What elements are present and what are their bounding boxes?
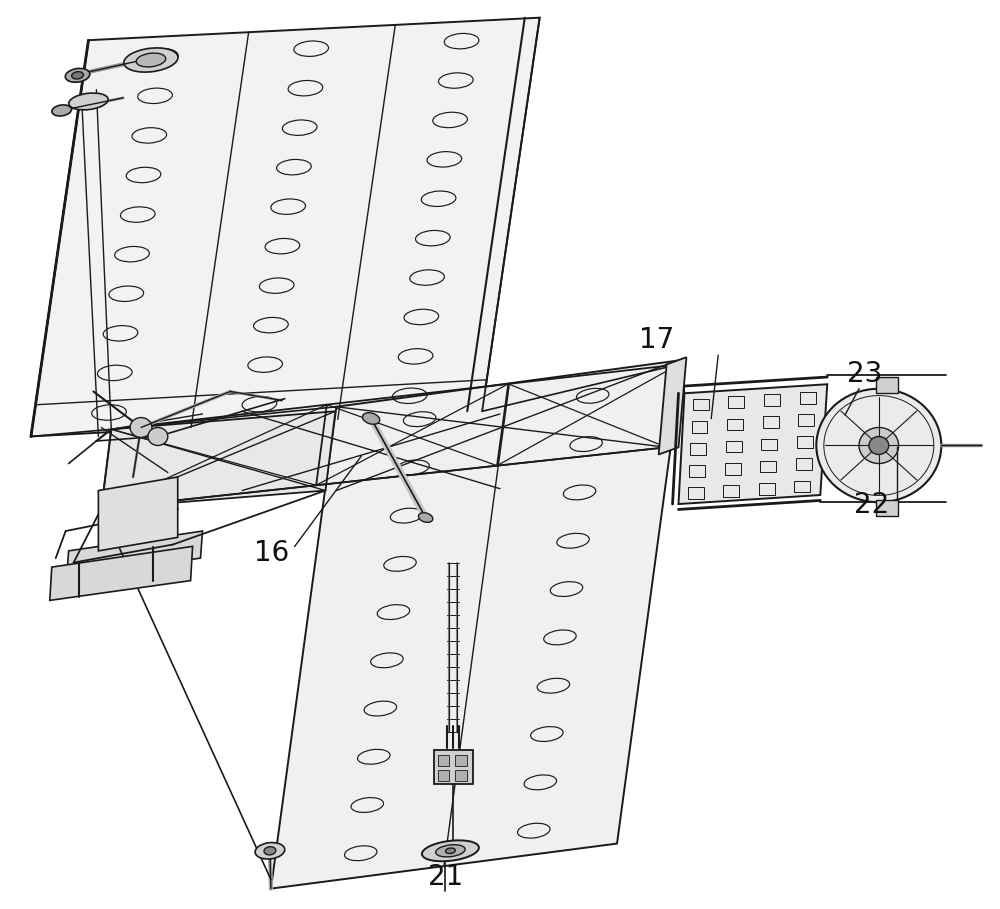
Bar — [760, 461, 776, 473]
Bar — [764, 395, 780, 406]
Bar — [455, 755, 467, 766]
Text: 23: 23 — [847, 361, 883, 388]
Circle shape — [148, 427, 168, 445]
Bar — [693, 399, 709, 410]
Ellipse shape — [436, 844, 465, 857]
Bar — [692, 421, 707, 433]
Polygon shape — [31, 17, 540, 436]
Ellipse shape — [69, 93, 108, 110]
Text: 21: 21 — [428, 863, 463, 891]
Bar — [438, 755, 449, 766]
Bar — [761, 438, 777, 450]
Ellipse shape — [255, 843, 285, 859]
Polygon shape — [679, 385, 827, 504]
Ellipse shape — [418, 513, 433, 523]
Ellipse shape — [362, 413, 380, 425]
Bar — [763, 416, 779, 428]
Bar — [725, 463, 741, 474]
Text: 17: 17 — [639, 326, 674, 355]
Ellipse shape — [264, 846, 276, 854]
Bar — [690, 443, 706, 454]
Bar — [727, 419, 743, 430]
Bar — [726, 441, 742, 453]
Polygon shape — [271, 360, 682, 889]
Polygon shape — [98, 477, 178, 551]
Polygon shape — [659, 357, 686, 454]
Circle shape — [859, 427, 899, 464]
Bar — [723, 485, 739, 497]
Bar — [759, 483, 775, 494]
Ellipse shape — [124, 48, 178, 72]
Ellipse shape — [52, 105, 72, 116]
Ellipse shape — [422, 840, 479, 861]
Bar — [796, 458, 812, 470]
Bar — [800, 392, 816, 404]
Polygon shape — [50, 546, 193, 601]
Polygon shape — [67, 531, 203, 578]
Bar — [798, 415, 814, 425]
Text: 22: 22 — [854, 491, 890, 519]
Bar — [438, 770, 449, 781]
Polygon shape — [101, 411, 335, 508]
Ellipse shape — [65, 68, 90, 82]
Bar — [689, 465, 705, 477]
Bar — [434, 750, 473, 784]
Circle shape — [130, 417, 152, 437]
Bar — [728, 396, 744, 408]
Bar — [797, 436, 813, 448]
Bar — [455, 770, 467, 781]
Ellipse shape — [136, 53, 166, 67]
Circle shape — [816, 389, 941, 503]
Ellipse shape — [445, 848, 455, 854]
Bar — [688, 487, 704, 499]
Ellipse shape — [72, 72, 83, 79]
Bar — [876, 500, 898, 515]
Bar — [794, 481, 810, 493]
Text: 16: 16 — [254, 539, 290, 567]
Circle shape — [869, 436, 889, 454]
Bar — [876, 377, 898, 394]
